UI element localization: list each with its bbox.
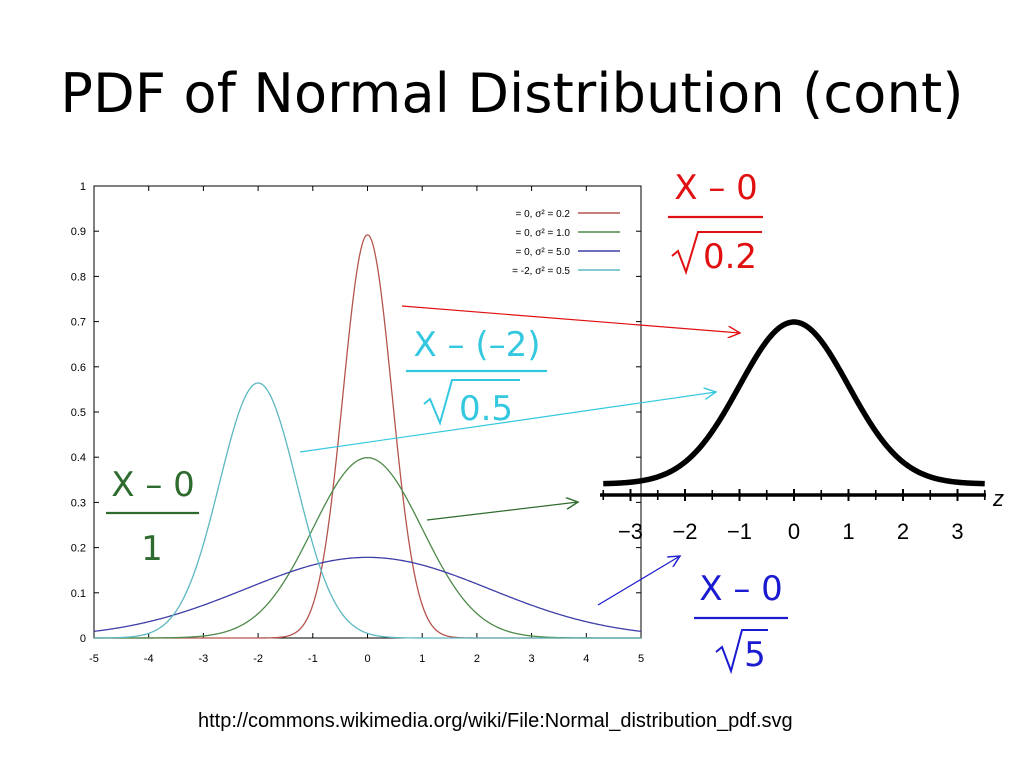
x-tick-label: -3 — [199, 653, 209, 665]
fraction-green-denominator: 1 — [141, 529, 163, 569]
z-tick-label: −2 — [672, 519, 697, 544]
series-group — [93, 234, 642, 639]
legend: = 0, σ² = 0.2 = 0, σ² = 1.0 = 0, σ² = 5.0 =… — [512, 209, 620, 277]
y-axis: 0 0.1 0.2 0.3 0.4 0.5 0.6 0.7 0.8 0.9 1 — [71, 181, 641, 645]
fraction-green-numerator: X – 0 — [111, 465, 195, 505]
z-tick-label: 0 — [788, 519, 800, 544]
x-tick-label: -1 — [308, 653, 318, 665]
series-line-3 — [93, 556, 642, 633]
x-tick-label: 1 — [419, 653, 425, 665]
x-tick-label: -2 — [253, 653, 263, 665]
y-tick-label: 0.1 — [71, 588, 86, 600]
z-axis: −3 −2 −1 0 1 2 3 — [602, 489, 986, 544]
arrow-red — [401, 305, 740, 333]
fraction-blue-radicand: 5 — [744, 635, 766, 675]
z-tick-label: 1 — [842, 519, 854, 544]
axis-label-z: z — [992, 486, 1004, 511]
x-tick-label: 4 — [583, 653, 589, 665]
legend-label-4: = -2, σ² = 0.5 — [512, 266, 570, 277]
x-tick-label: 3 — [529, 653, 535, 665]
arrow-green — [426, 502, 578, 521]
source-citation: http://commons.wikimedia.org/wiki/File:N… — [198, 710, 793, 732]
y-tick-label: 0.6 — [71, 362, 86, 374]
legend-label-2: = 0, σ² = 1.0 — [515, 228, 570, 239]
x-tick-label: 5 — [638, 653, 644, 665]
x-tick-label: -4 — [144, 653, 154, 665]
y-tick-label: 0.5 — [71, 407, 86, 419]
series-line-4 — [93, 382, 641, 639]
y-tick-label: 0 — [80, 633, 86, 645]
x-tick-label: 0 — [364, 653, 370, 665]
fraction-green: X – 0 1 — [106, 465, 199, 569]
fraction-blue: X – 0 5 — [694, 569, 788, 675]
fraction-cyan-numerator: X – (–2) — [413, 325, 540, 365]
y-tick-label: 0.3 — [71, 497, 86, 509]
fraction-red: X – 0 0.2 — [668, 168, 763, 277]
z-tick-label: 2 — [897, 519, 909, 544]
series-group — [601, 319, 987, 487]
legend-label-3: = 0, σ² = 5.0 — [515, 247, 570, 258]
fraction-cyan: X – (–2) 0.5 — [406, 325, 547, 429]
slide-title: PDF of Normal Distribution (cont) — [60, 62, 964, 125]
fraction-cyan-radicand: 0.5 — [459, 389, 513, 429]
z-tick-label: 3 — [951, 519, 963, 544]
x-axis: -5 -4 -3 -2 -1 0 1 2 3 4 5 — [89, 186, 644, 665]
y-tick-label: 0.9 — [71, 226, 86, 238]
series-line-2 — [94, 457, 641, 639]
arrow-cyan — [299, 392, 716, 453]
fraction-blue-numerator: X – 0 — [699, 569, 783, 609]
standard-normal-curve — [601, 319, 987, 487]
fraction-red-radicand: 0.2 — [703, 237, 757, 277]
y-tick-label: 1 — [80, 181, 86, 193]
z-tick-label: −3 — [618, 519, 643, 544]
y-tick-label: 0.8 — [71, 271, 86, 283]
arrow-blue — [597, 556, 680, 606]
y-tick-label: 0.7 — [71, 317, 86, 329]
sqrt-sign — [671, 231, 762, 276]
sqrt-sign — [715, 629, 768, 675]
series-line-1 — [94, 234, 641, 639]
x-tick-label: 2 — [474, 653, 480, 665]
fraction-red-numerator: X – 0 — [674, 168, 758, 208]
x-tick-label: -5 — [89, 653, 99, 665]
legend-label-1: = 0, σ² = 0.2 — [515, 209, 570, 220]
y-tick-label: 0.2 — [71, 543, 86, 555]
standard-normal-chart: −3 −2 −1 0 1 2 3 z — [600, 319, 1004, 544]
y-tick-label: 0.4 — [71, 452, 86, 464]
z-tick-label: −1 — [727, 519, 752, 544]
sqrt-sign — [423, 379, 520, 427]
normal-pdf-chart: 0 0.1 0.2 0.3 0.4 0.5 0.6 0.7 0.8 0.9 1 -5 -4 -3 -2 -1… — [71, 181, 644, 665]
